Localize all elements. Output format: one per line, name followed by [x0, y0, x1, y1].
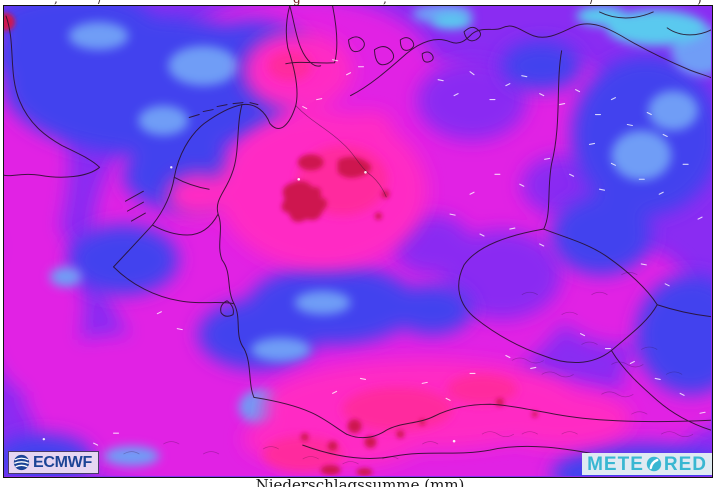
meteored-label-post: RED — [663, 453, 707, 475]
country-borders — [4, 6, 711, 465]
ecmwf-logo-label: ECMWF — [33, 453, 92, 471]
station-marks — [93, 59, 706, 446]
precip-cyan-patches — [432, 6, 707, 46]
clipped-title-fragment: ' — [501, 0, 504, 5]
meteored-logo: METE RED — [582, 453, 712, 475]
river-line — [295, 105, 387, 198]
map-caption-strip: Niederschlagssumme (mm) — [0, 478, 720, 487]
clipped-title-fragment: / — [98, 0, 102, 5]
precip-lightblue-patches — [49, 6, 711, 467]
clipped-title-fragment: , — [383, 0, 387, 5]
map-canvas: ECMWF METE RED — [3, 5, 713, 478]
clipped-title-fragment: ) — [697, 0, 702, 5]
clipped-title-fragment: , — [54, 0, 58, 5]
ecmwf-logo: ECMWF — [8, 451, 99, 474]
meteored-o-icon — [646, 456, 662, 472]
clipped-title-fragment: g — [293, 0, 301, 5]
terrain-texture — [123, 272, 694, 465]
ecmwf-globe-icon — [13, 454, 30, 471]
precipitation-map-svg — [4, 6, 711, 476]
station-dots — [42, 166, 456, 443]
clipped-title-fragment: / — [590, 0, 594, 5]
meteored-label-pre: METE — [587, 453, 644, 475]
clipped-title-strip: , / g , ' / ) — [0, 0, 720, 5]
map-caption: Niederschlagssumme (mm) — [255, 478, 465, 487]
